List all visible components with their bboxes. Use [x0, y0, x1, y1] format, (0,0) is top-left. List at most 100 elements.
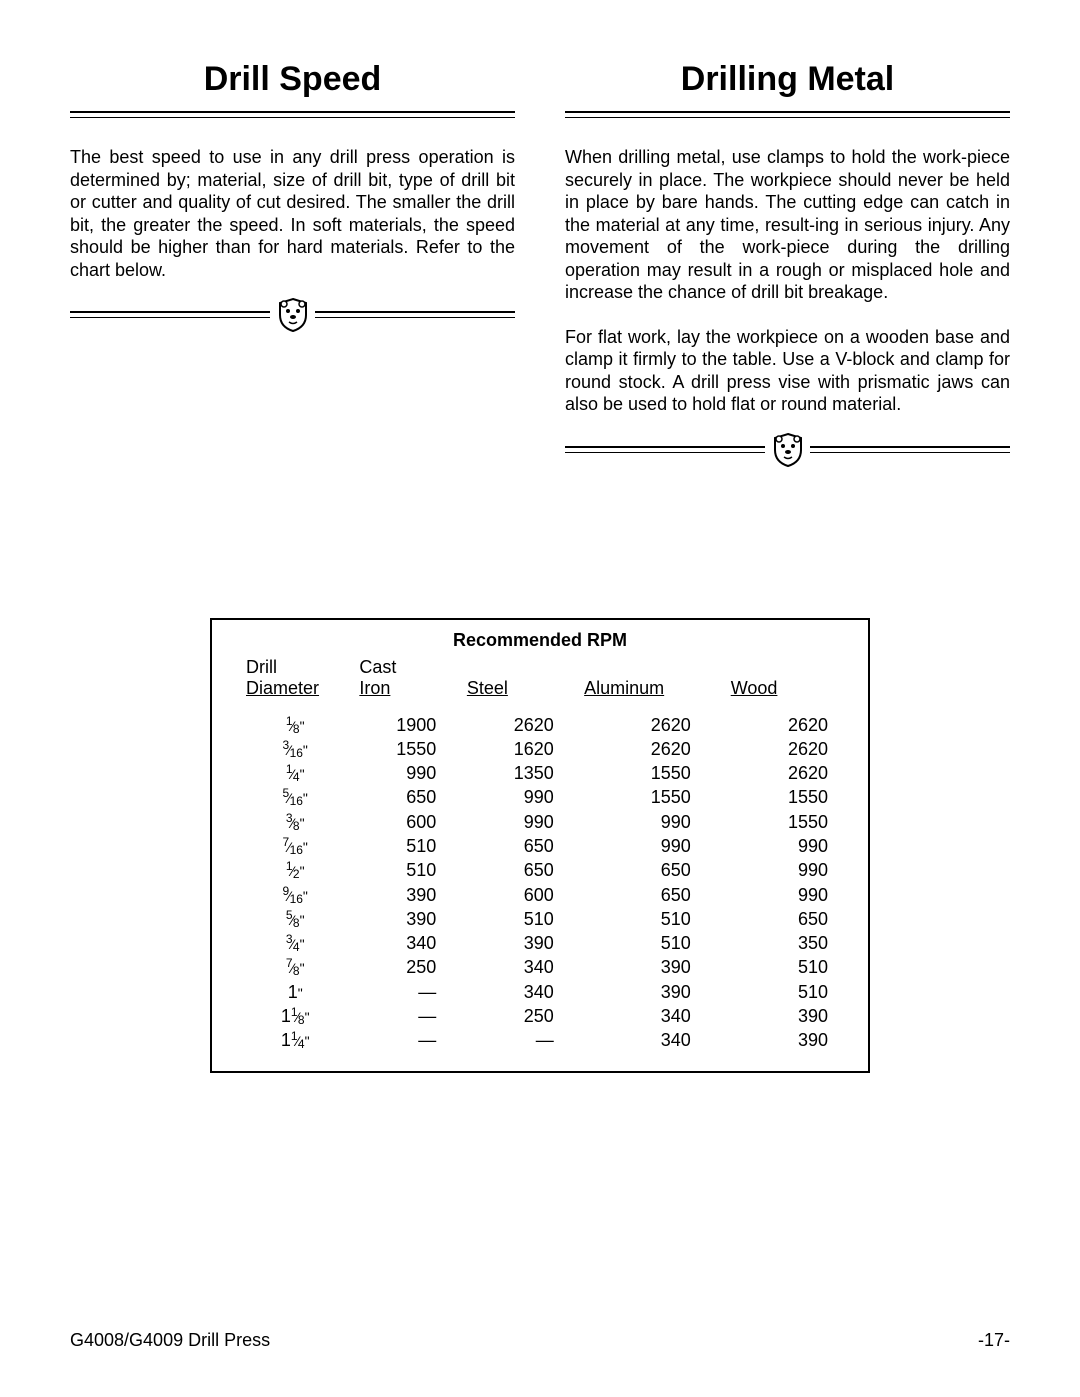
cell-alum: 390 — [584, 955, 731, 979]
cell-iron: — — [358, 980, 466, 1004]
cell-wood: 650 — [731, 907, 848, 931]
cell-steel: 390 — [466, 931, 584, 955]
cell-iron: 1550 — [358, 737, 466, 761]
cell-diameter: 11⁄8" — [232, 1004, 358, 1028]
cell-wood: 390 — [731, 1028, 848, 1052]
col-dia-top: Drill — [246, 657, 277, 677]
cell-alum: 1550 — [584, 785, 731, 809]
page-footer: G4008/G4009 Drill Press -17- — [70, 1330, 1010, 1351]
cell-diameter: 1" — [232, 980, 358, 1004]
table-row: 1"—340390510 — [232, 980, 848, 1004]
cell-alum: 340 — [584, 1028, 731, 1052]
cell-diameter: 3⁄16" — [232, 737, 358, 761]
col-dia-bot: Diameter — [246, 678, 319, 698]
cell-wood: 990 — [731, 883, 848, 907]
manual-page: Drill Speed The best speed to use in any… — [0, 0, 1080, 1397]
cell-steel: 650 — [466, 834, 584, 858]
table-header-row: Drill Diameter Cast Iron Steel Aluminum … — [232, 657, 848, 699]
heading-rule — [565, 111, 1010, 118]
table-row: 3⁄4"340390510350 — [232, 931, 848, 955]
table-row: 7⁄16"510650990990 — [232, 834, 848, 858]
cell-diameter: 3⁄8" — [232, 810, 358, 834]
cell-wood: 2620 — [731, 713, 848, 737]
cell-steel: 250 — [466, 1004, 584, 1028]
cell-wood: 990 — [731, 858, 848, 882]
rpm-table-container: Recommended RPM Drill Diameter Cast Iron… — [210, 618, 870, 1073]
cell-wood: 1550 — [731, 810, 848, 834]
table-row: 1⁄2"510650650990 — [232, 858, 848, 882]
cell-iron: 1900 — [358, 713, 466, 737]
cell-steel: 990 — [466, 810, 584, 834]
right-column: Drilling Metal When drilling metal, use … — [565, 60, 1010, 478]
two-column-layout: Drill Speed The best speed to use in any… — [70, 60, 1010, 478]
cell-iron: 510 — [358, 834, 466, 858]
col-iron-top: Cast — [359, 657, 396, 677]
section-ornament — [70, 303, 515, 343]
cell-diameter: 9⁄16" — [232, 883, 358, 907]
table-row: 11⁄4"——340390 — [232, 1028, 848, 1052]
cell-iron: 510 — [358, 858, 466, 882]
table-row: 11⁄8"—250340390 — [232, 1004, 848, 1028]
cell-iron: 390 — [358, 907, 466, 931]
cell-iron: 390 — [358, 883, 466, 907]
table-row: 3⁄16"1550162026202620 — [232, 737, 848, 761]
table-row: 5⁄8"390510510650 — [232, 907, 848, 931]
cell-wood: 350 — [731, 931, 848, 955]
cell-wood: 2620 — [731, 761, 848, 785]
cell-iron: 340 — [358, 931, 466, 955]
cell-steel: 600 — [466, 883, 584, 907]
cell-steel: 340 — [466, 955, 584, 979]
cell-steel: 1620 — [466, 737, 584, 761]
cell-steel: 1350 — [466, 761, 584, 785]
drilling-metal-para2: For flat work, lay the workpiece on a wo… — [565, 326, 1010, 416]
cell-alum: 990 — [584, 810, 731, 834]
table-row: 7⁄8"250340390510 — [232, 955, 848, 979]
cell-wood: 390 — [731, 1004, 848, 1028]
cell-alum: 390 — [584, 980, 731, 1004]
table-row: 3⁄8"6009909901550 — [232, 810, 848, 834]
cell-alum: 510 — [584, 931, 731, 955]
cell-wood: 510 — [731, 980, 848, 1004]
cell-alum: 650 — [584, 883, 731, 907]
drilling-metal-para1: When drilling metal, use clamps to hold … — [565, 146, 1010, 304]
cell-diameter: 5⁄16" — [232, 785, 358, 809]
cell-steel: 340 — [466, 980, 584, 1004]
cell-diameter: 7⁄16" — [232, 834, 358, 858]
cell-iron: — — [358, 1004, 466, 1028]
table-row: 1⁄8"1900262026202620 — [232, 713, 848, 737]
bear-shield-icon — [771, 432, 805, 473]
footer-right: -17- — [978, 1330, 1010, 1351]
cell-steel: 990 — [466, 785, 584, 809]
cell-alum: 650 — [584, 858, 731, 882]
cell-iron: 990 — [358, 761, 466, 785]
left-column: Drill Speed The best speed to use in any… — [70, 60, 515, 478]
col-steel: Steel — [467, 678, 508, 698]
cell-iron: — — [358, 1028, 466, 1052]
cell-alum: 1550 — [584, 761, 731, 785]
cell-wood: 1550 — [731, 785, 848, 809]
cell-diameter: 11⁄4" — [232, 1028, 358, 1052]
drill-speed-heading: Drill Speed — [70, 60, 515, 99]
cell-diameter: 1⁄4" — [232, 761, 358, 785]
rpm-table: Drill Diameter Cast Iron Steel Aluminum … — [232, 657, 848, 1053]
cell-iron: 650 — [358, 785, 466, 809]
cell-alum: 2620 — [584, 713, 731, 737]
cell-alum: 990 — [584, 834, 731, 858]
drilling-metal-heading: Drilling Metal — [565, 60, 1010, 99]
col-alum: Aluminum — [584, 678, 664, 698]
bear-shield-icon — [276, 297, 310, 338]
cell-diameter: 1⁄2" — [232, 858, 358, 882]
cell-diameter: 3⁄4" — [232, 931, 358, 955]
cell-steel: — — [466, 1028, 584, 1052]
cell-diameter: 5⁄8" — [232, 907, 358, 931]
footer-left: G4008/G4009 Drill Press — [70, 1330, 270, 1351]
cell-wood: 990 — [731, 834, 848, 858]
cell-alum: 510 — [584, 907, 731, 931]
cell-iron: 600 — [358, 810, 466, 834]
table-body: 1⁄8"19002620262026203⁄16"155016202620262… — [232, 713, 848, 1053]
table-row: 1⁄4"990135015502620 — [232, 761, 848, 785]
col-wood: Wood — [731, 678, 778, 698]
cell-wood: 510 — [731, 955, 848, 979]
cell-steel: 2620 — [466, 713, 584, 737]
table-row: 9⁄16"390600650990 — [232, 883, 848, 907]
